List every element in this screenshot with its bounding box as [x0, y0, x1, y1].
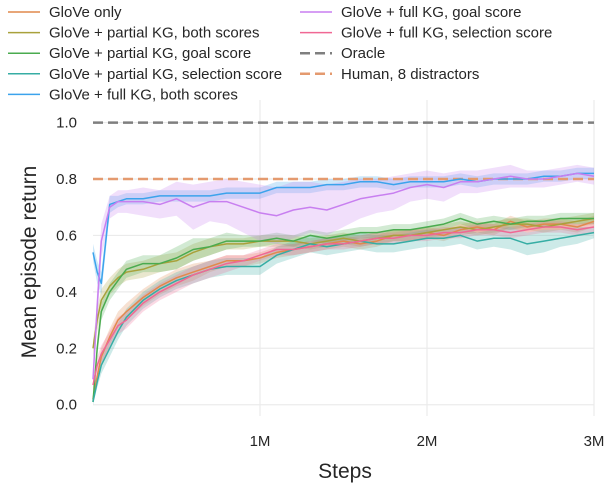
x-tick-label: 1M — [250, 433, 271, 450]
series-line-glove-full-kg-both-scores — [92, 172, 594, 285]
legend: GloVe only GloVe + partial KG, both score… — [8, 4, 552, 103]
legend-item-glove-partial-kg-selection-score: GloVe + partial KG, selection score — [8, 66, 282, 83]
legend-label: GloVe + full KG, selection score — [341, 25, 552, 42]
x-axis-label: Steps — [318, 460, 372, 483]
y-tick-label: 0.6 — [56, 227, 77, 244]
band-glove-full-kg-both-scores — [93, 167, 594, 295]
legend-label: GloVe + partial KG, goal score — [49, 45, 251, 62]
legend-label: GloVe + partial KG, both scores — [49, 25, 260, 42]
reference-lines — [93, 121, 594, 181]
legend-label: Human, 8 distractors — [341, 66, 479, 83]
y-axis-label: Mean episode return — [18, 166, 41, 359]
band-glove-only — [93, 215, 594, 402]
legend-label: GloVe only — [49, 4, 122, 21]
series-line-glove-partial-kg-goal-score — [92, 217, 594, 402]
legend-item-glove-partial-kg-both-scores: GloVe + partial KG, both scores — [8, 25, 260, 42]
legend-item-glove-partial-kg-goal-score: GloVe + partial KG, goal score — [8, 45, 251, 62]
x-tick-label: 2M — [417, 433, 438, 450]
y-axis-ticks: 0.0 0.2 0.4 0.6 0.8 1.0 — [56, 115, 77, 414]
band-glove-partial-kg-both-scores — [93, 212, 594, 357]
legend-label: Oracle — [341, 45, 385, 62]
band-glove-full-kg-goal-score — [93, 164, 594, 388]
legend-item-glove-full-kg-selection-score: GloVe + full KG, selection score — [300, 25, 552, 42]
x-axis-ticks: 1M 2M 3M — [250, 433, 605, 450]
band-glove-partial-kg-selection-score — [93, 227, 594, 405]
legend-item-glove-only: GloVe only — [8, 4, 122, 21]
legend-item-glove-full-kg-goal-score: GloVe + full KG, goal score — [300, 4, 522, 21]
series-lines — [92, 172, 595, 403]
legend-label: GloVe + full KG, goal score — [341, 4, 522, 21]
series-line-glove-full-kg-selection-score — [92, 226, 595, 386]
legend-item-glove-full-kg-both-scores: GloVe + full KG, both scores — [8, 86, 238, 103]
y-tick-label: 0.8 — [56, 171, 77, 188]
y-tick-label: 0.4 — [56, 284, 77, 301]
legend-item-human-8-distractors: Human, 8 distractors — [300, 66, 479, 83]
legend-label: GloVe + full KG, both scores — [49, 86, 238, 103]
y-tick-label: 0.0 — [56, 397, 77, 414]
series-line-glove-full-kg-goal-score — [92, 172, 595, 380]
legend-label: GloVe + partial KG, selection score — [49, 66, 282, 83]
y-tick-label: 0.2 — [56, 340, 77, 357]
legend-item-oracle: Oracle — [300, 45, 385, 62]
x-tick-label: 3M — [584, 433, 605, 450]
y-tick-label: 1.0 — [56, 115, 77, 132]
series-line-glove-partial-kg-both-scores — [92, 217, 595, 349]
